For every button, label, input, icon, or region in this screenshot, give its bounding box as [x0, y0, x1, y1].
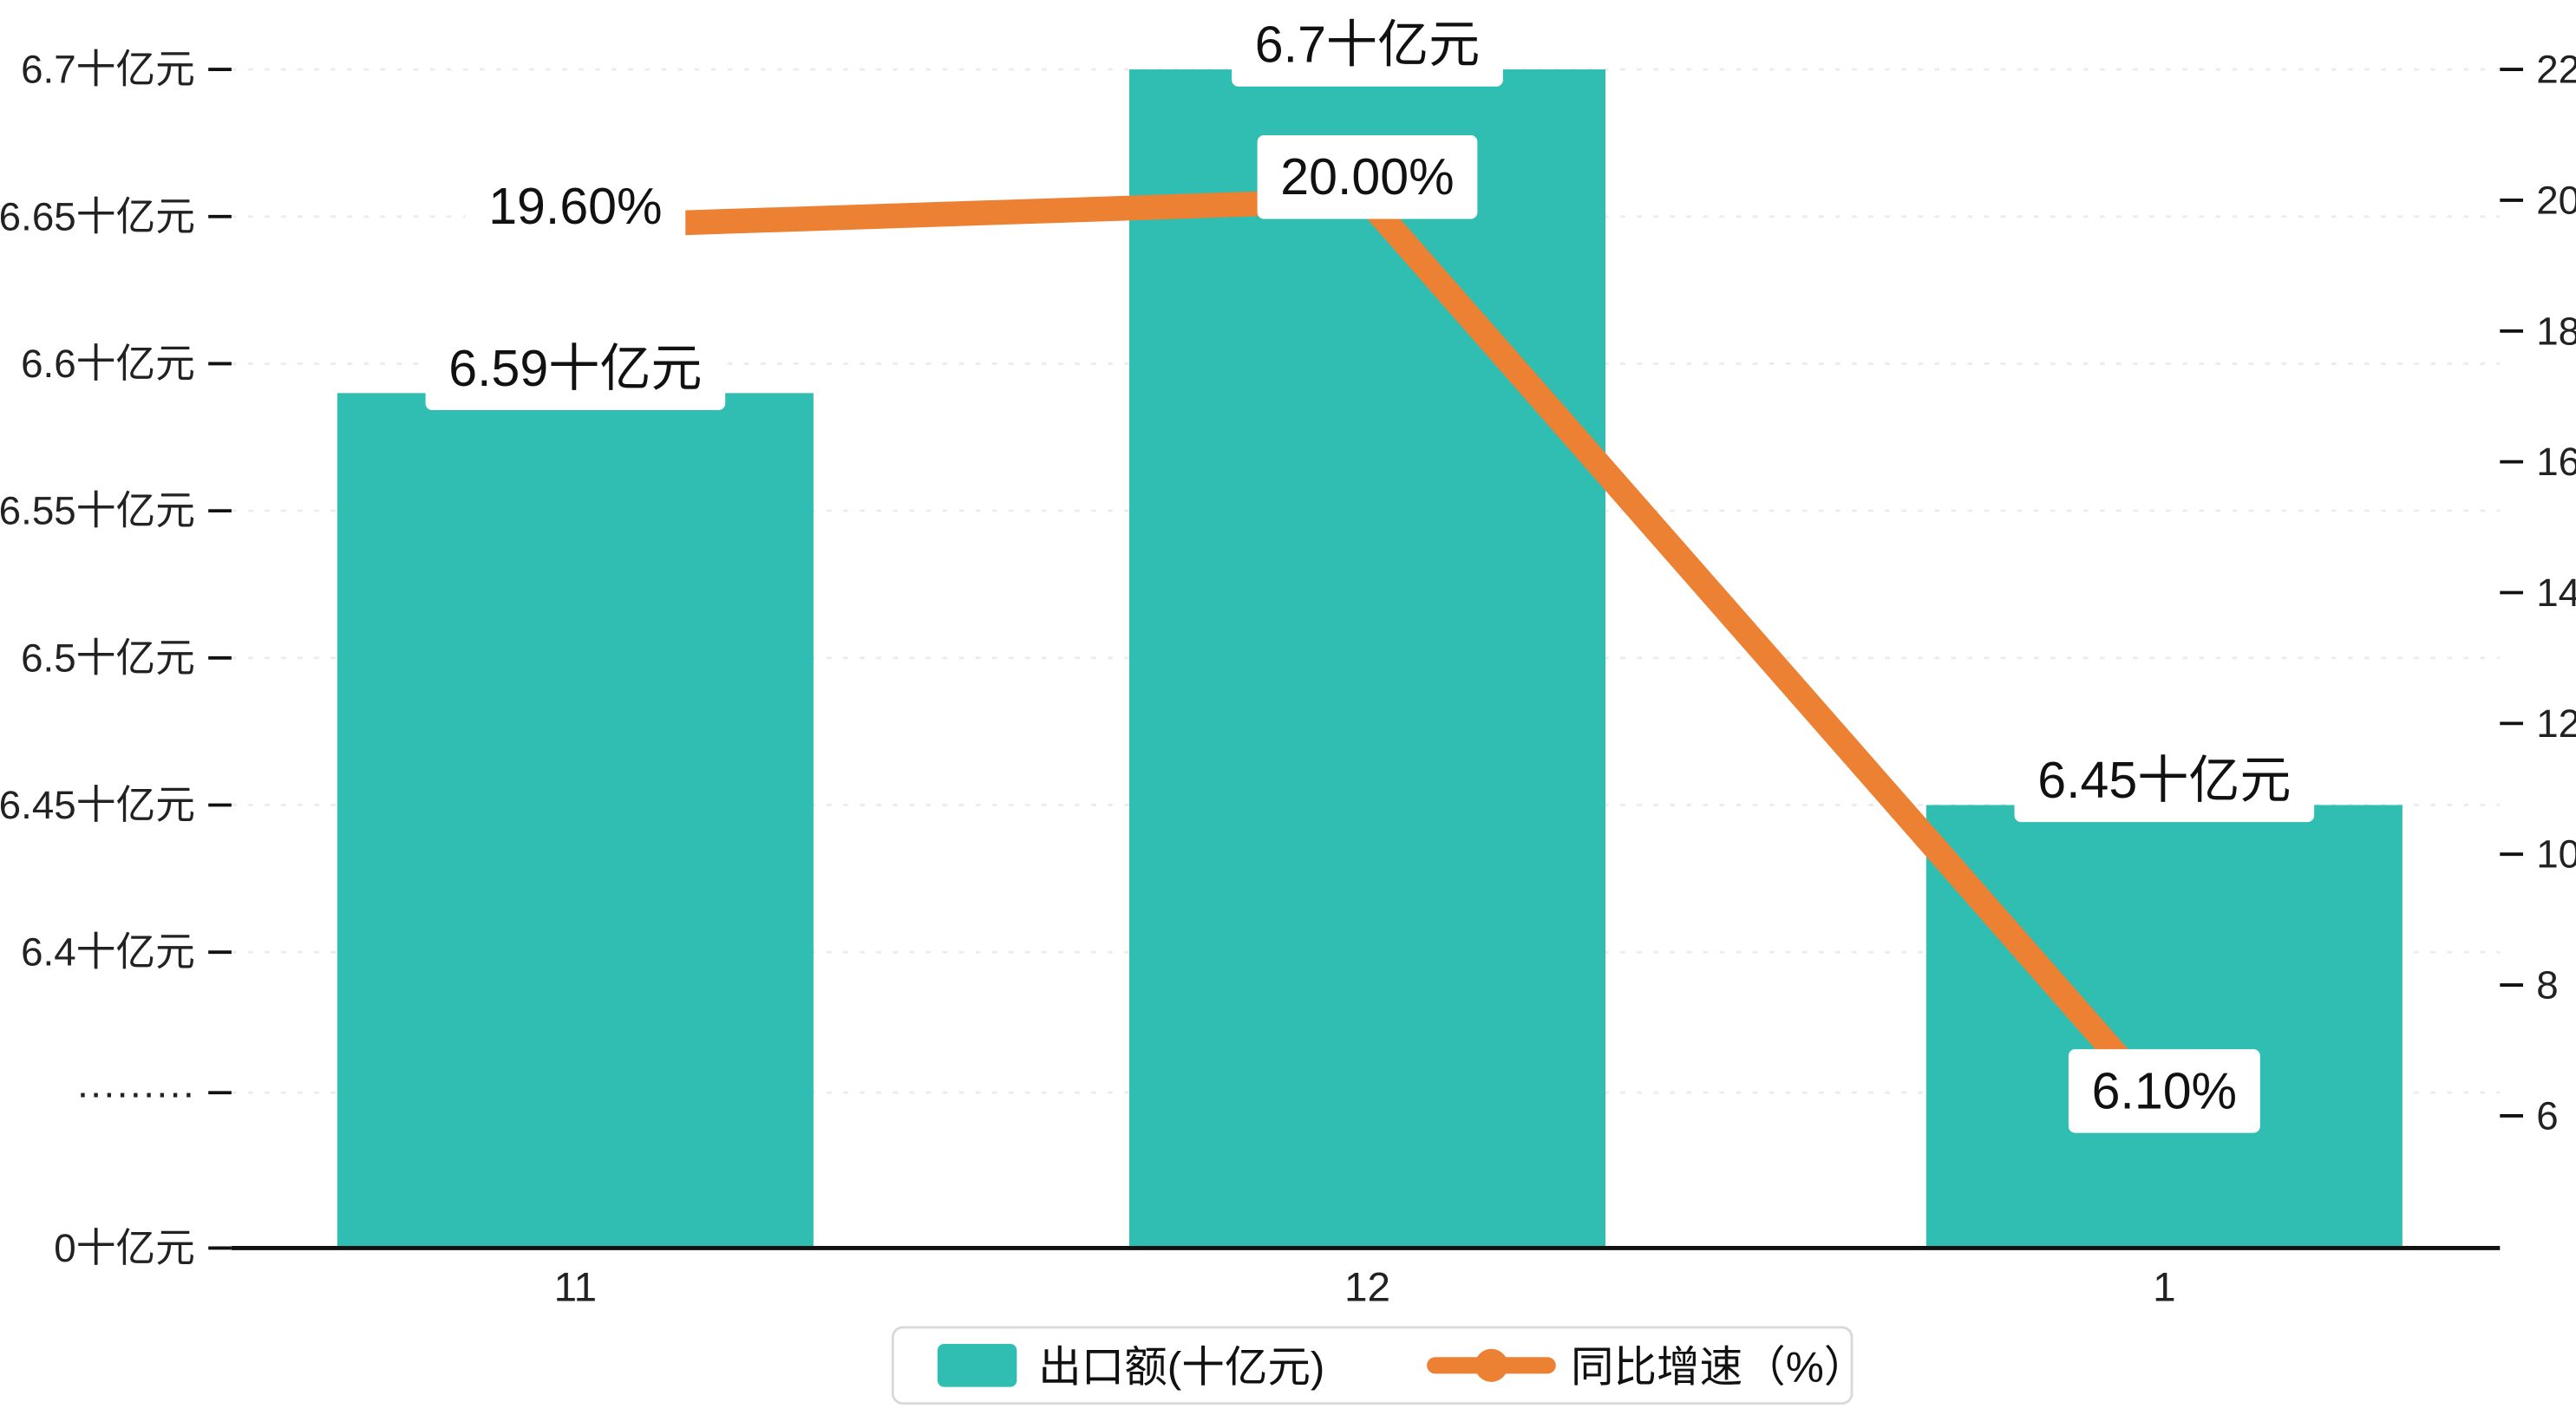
right-tick-label: 14 [2536, 571, 2576, 615]
bar-label-bg [1232, 3, 1503, 87]
left-tick-label: 6.6十亿元 [21, 342, 195, 386]
line-label: 20.00% [1280, 148, 1454, 205]
right-tick-label: 10 [2536, 832, 2576, 877]
line-label: 19.60% [488, 178, 662, 235]
bar-11[interactable] [337, 393, 814, 1249]
line-label: 6.10% [2092, 1062, 2238, 1119]
bar-1[interactable] [1925, 805, 2403, 1249]
left-tick-label: 6.65十亿元 [0, 194, 195, 238]
right-tick-label: 12 [2536, 701, 2576, 746]
line-label-bg [465, 164, 686, 249]
right-tick-label: 20 [2536, 178, 2576, 222]
x-tick-label: 11 [554, 1265, 597, 1311]
x-tick-label: 1 [2153, 1265, 2176, 1311]
bar-label: 6.45十亿元 [2037, 752, 2291, 809]
left-tick-label: 6.55十亿元 [0, 489, 195, 533]
right-tick-label: 18 [2536, 309, 2576, 353]
legend-label: 出口额(十亿元) [1038, 1343, 1324, 1392]
right-tick-label: 6 [2536, 1093, 2558, 1138]
bar-label-bg [425, 326, 726, 411]
left-tick-label: 6.45十亿元 [0, 783, 195, 827]
legend-label: 同比增速（%） [1571, 1343, 1867, 1392]
legend-bar-swatch-icon [937, 1344, 1017, 1387]
right-tick-label: 16 [2536, 440, 2576, 484]
legend-dot-icon [1474, 1348, 1508, 1382]
bar-label: 6.7十亿元 [1255, 16, 1480, 73]
left-tick-label: 6.4十亿元 [21, 930, 195, 975]
right-tick-label: 8 [2536, 963, 2558, 1007]
legend-item-growth[interactable]: 同比增速（%） [1427, 1343, 1867, 1392]
bar-12[interactable] [1128, 69, 1606, 1249]
legend-item-exports[interactable]: 出口额(十亿元) [937, 1343, 1325, 1392]
left-tick-label: 0十亿元 [54, 1226, 195, 1270]
line-label-bg [2068, 1049, 2260, 1133]
legend: 出口额(十亿元) 同比增速（%） [891, 1326, 1867, 1405]
left-tick-label: 6.7十亿元 [21, 48, 195, 92]
legend-box [891, 1326, 1854, 1405]
left-tick-label: ········· [76, 1071, 195, 1115]
right-tick-label: 22 [2536, 48, 2576, 92]
x-tick-label: 12 [1344, 1265, 1390, 1311]
bar-label-bg [2014, 738, 2315, 823]
bar-label: 6.59十亿元 [448, 340, 702, 397]
line-label-bg [1257, 134, 1478, 219]
left-tick-label: 6.5十亿元 [21, 636, 195, 680]
